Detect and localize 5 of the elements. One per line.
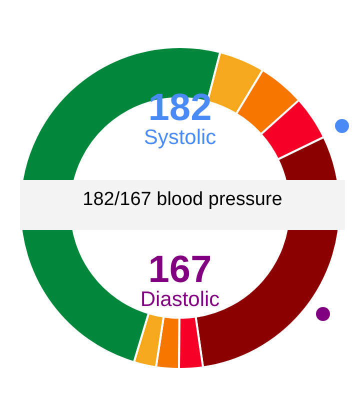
text: 182: [148, 87, 212, 129]
text: Diastolic: [139, 288, 221, 312]
text: Systolic: [142, 126, 218, 150]
text: 167: [148, 249, 212, 291]
text: 182/167 blood pressure: [20, 180, 345, 230]
